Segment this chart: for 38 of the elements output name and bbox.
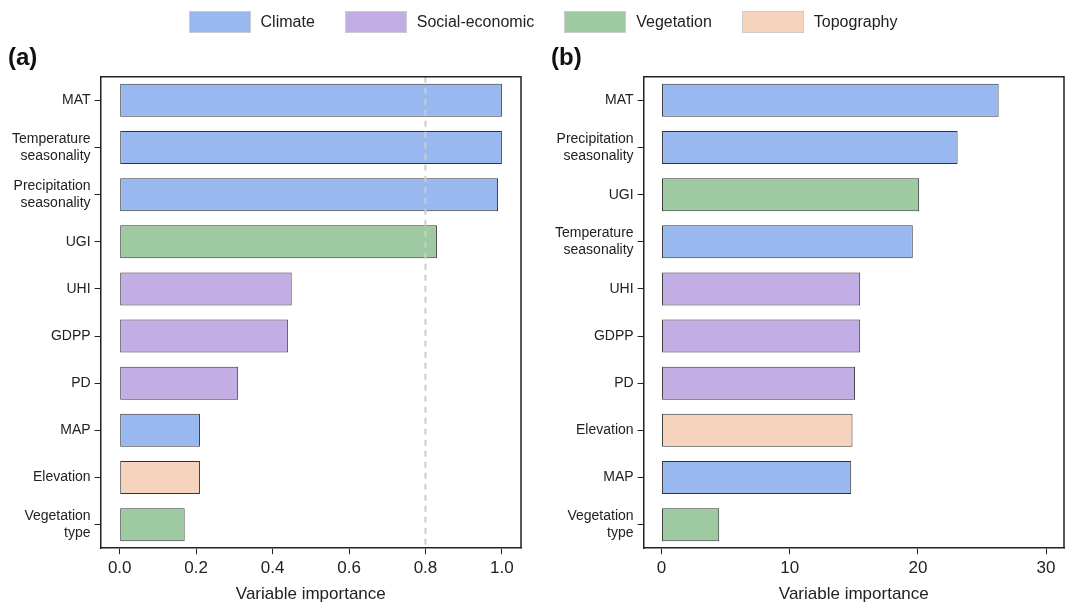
- x-tick-label: 0.4: [260, 558, 285, 578]
- y-tick-label: Temperature seasonality: [555, 224, 634, 258]
- y-tick-label: Precipitation seasonality: [13, 177, 91, 210]
- x-tick-label: 0.8: [413, 558, 438, 578]
- x-tick-label: 1.0: [490, 558, 514, 578]
- y-tick-label: PD: [614, 374, 634, 391]
- legend-label: Climate: [260, 13, 315, 31]
- x-tick-label: 0.2: [184, 558, 208, 578]
- y-tick-label: Vegetation type: [24, 507, 91, 540]
- x-tick-label: 20: [908, 558, 928, 578]
- y-tick-label: PD: [71, 374, 91, 391]
- x-tick-label: 0: [656, 558, 667, 578]
- y-tick-label: Precipitation seasonality: [556, 129, 634, 163]
- legend-label: Topography: [813, 13, 898, 31]
- y-tick-label: Elevation: [33, 468, 91, 485]
- x-axis-title: Variable importance: [778, 584, 929, 604]
- x-tick-label: 10: [780, 558, 800, 578]
- y-tick-label: UHI: [66, 279, 91, 296]
- y-tick-label: GDPP: [50, 326, 91, 343]
- x-tick-label: 0.6: [337, 558, 361, 578]
- legend-label: Vegetation: [636, 13, 712, 31]
- x-tick-label: 0.0: [107, 558, 132, 578]
- y-tick-label: MAP: [603, 468, 634, 485]
- y-tick-label: GDPP: [593, 326, 634, 343]
- chart-title: (b): [551, 43, 582, 71]
- y-tick-label: UHI: [609, 279, 634, 296]
- y-tick-label: Temperature seasonality: [12, 129, 91, 163]
- chart-title: (a): [8, 43, 38, 71]
- y-tick-label: Vegetation type: [567, 507, 634, 540]
- y-tick-label: MAP: [60, 421, 91, 438]
- y-tick-label: MAT: [62, 91, 92, 108]
- y-tick-label: Elevation: [576, 421, 634, 438]
- y-tick-label: UGI: [608, 185, 634, 202]
- y-tick-label: UGI: [65, 232, 91, 249]
- x-tick-label: 30: [1036, 558, 1056, 578]
- x-axis-title: Variable importance: [235, 584, 386, 604]
- legend-label: Social-economic: [416, 13, 535, 31]
- y-tick-label: MAT: [605, 91, 635, 108]
